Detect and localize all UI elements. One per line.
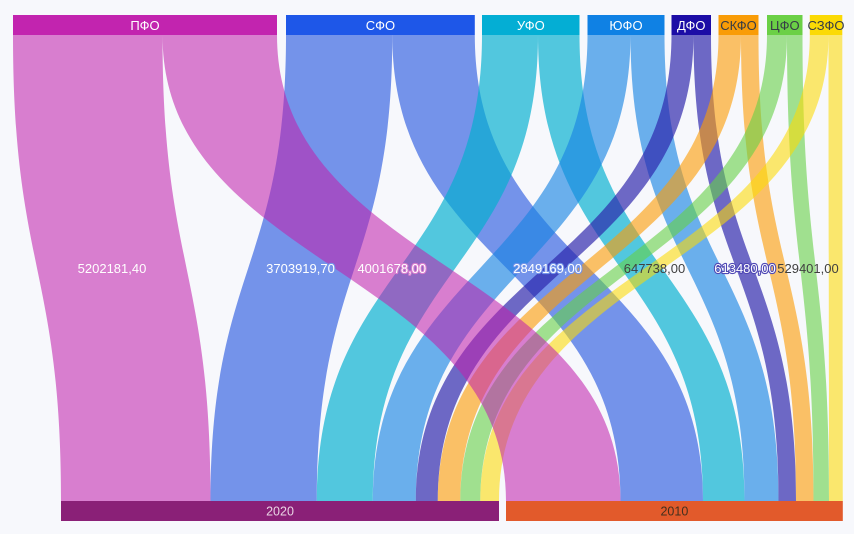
svg-text:ЦФО: ЦФО <box>770 18 800 33</box>
svg-text:2010: 2010 <box>660 505 688 519</box>
svg-text:5202181,40: 5202181,40 <box>78 261 147 276</box>
svg-text:УФО: УФО <box>517 18 545 33</box>
svg-text:3703919,70: 3703919,70 <box>266 261 335 276</box>
svg-text:ДФО: ДФО <box>677 18 706 33</box>
svg-text:647738,00: 647738,00 <box>624 261 685 276</box>
svg-text:529401,00: 529401,00 <box>777 261 838 276</box>
svg-text:613480,00: 613480,00 <box>714 261 775 276</box>
svg-text:СЗФО: СЗФО <box>808 18 845 33</box>
svg-text:СФО: СФО <box>366 18 395 33</box>
svg-text:4001678,00: 4001678,00 <box>357 261 426 276</box>
svg-text:ЮФО: ЮФО <box>609 18 642 33</box>
svg-text:2020: 2020 <box>266 505 294 519</box>
svg-text:ПФО: ПФО <box>130 18 159 33</box>
svg-text:СКФО: СКФО <box>720 18 757 33</box>
svg-text:2849169,00: 2849169,00 <box>513 261 582 276</box>
